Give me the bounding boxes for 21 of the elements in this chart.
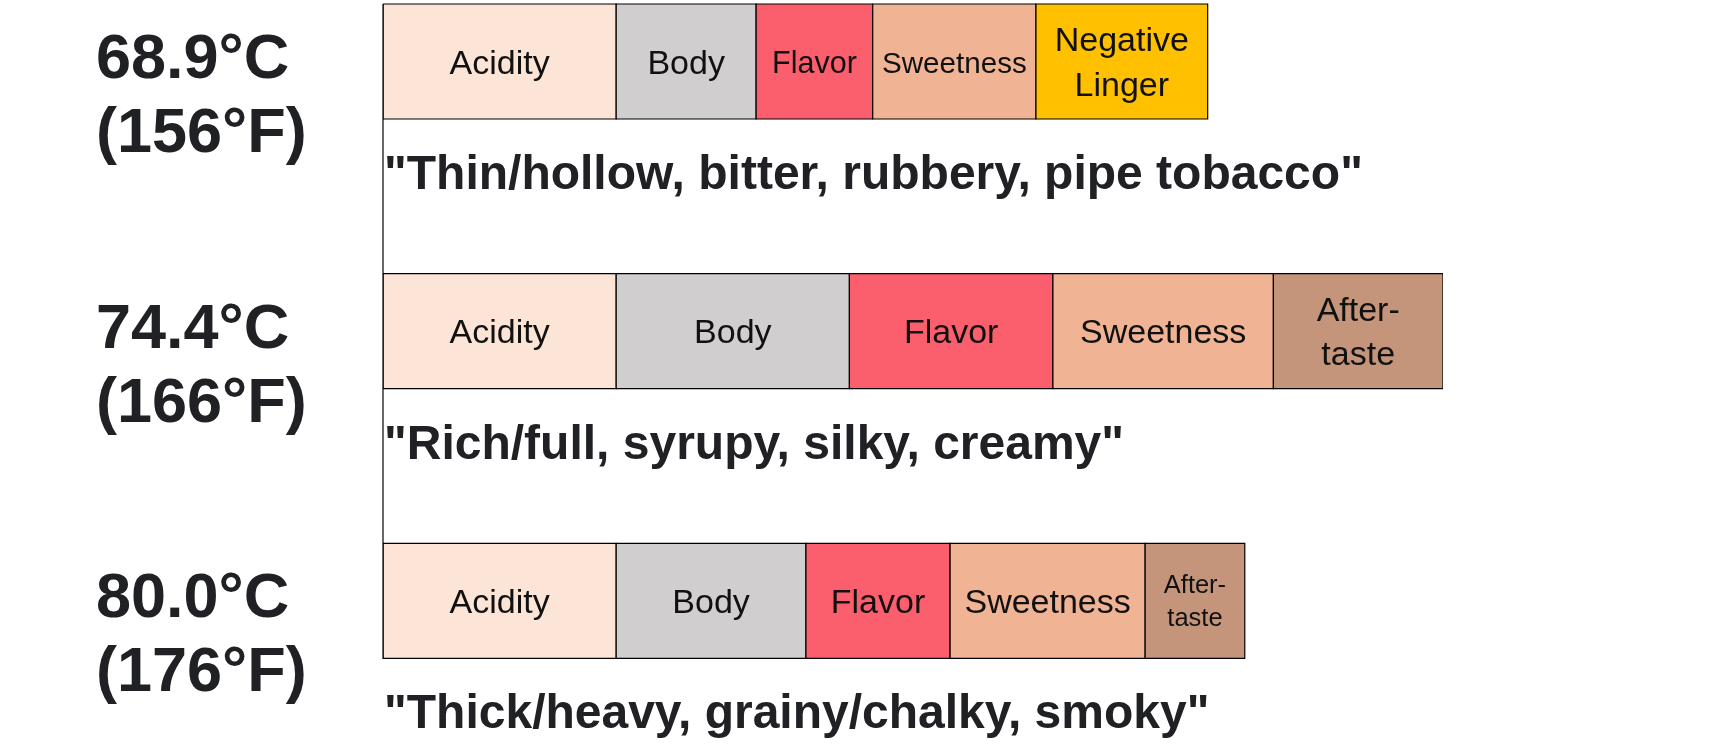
annotation: "Rich/full, syrupy, silky, creamy" <box>384 415 1125 469</box>
text: After-taste <box>1163 570 1227 632</box>
text: Sweetness <box>1080 312 1247 351</box>
series-label: Sweetness <box>881 45 1027 78</box>
series-label: After-taste <box>1316 290 1400 373</box>
text: Acidity <box>449 581 550 620</box>
text: Acidity <box>449 312 550 351</box>
y-tick-label: 68.9°C (156°F) <box>96 20 307 165</box>
text: "Thick/heavy, grainy/chalky, smoky" <box>384 685 1210 739</box>
series-label: Body <box>647 42 725 81</box>
text: Body <box>694 312 772 351</box>
series-label: Acidity <box>449 42 550 81</box>
series-label: Negative Linger <box>1054 20 1189 103</box>
text: Sweetness <box>964 581 1131 620</box>
text: Flavor <box>830 581 926 620</box>
series-label: Flavor <box>772 44 857 79</box>
text: Flavor <box>903 312 999 351</box>
y-tick-label: 80.0°C (176°F) <box>96 560 307 705</box>
text: Body <box>672 581 750 620</box>
y-tick-label: 74.4°C (166°F) <box>96 290 307 435</box>
annotation: "Thin/hollow, bitter, rubbery, pipe tobacco" <box>384 145 1363 199</box>
